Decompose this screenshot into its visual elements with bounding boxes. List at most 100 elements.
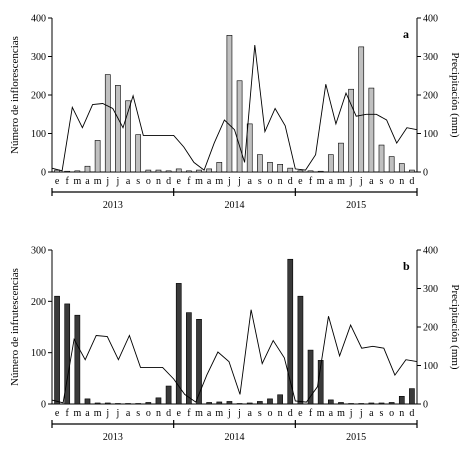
bar: [317, 170, 324, 173]
bar: [74, 314, 81, 405]
bar: [358, 403, 365, 405]
y-right-tick-label: 100: [423, 361, 438, 372]
month-tick-label: d: [288, 176, 293, 187]
y-tick-label: 300: [31, 52, 46, 63]
bar: [358, 46, 365, 173]
month-tick-label: a: [85, 176, 90, 187]
month-tick-label: a: [207, 176, 212, 187]
bar: [104, 402, 111, 405]
bar: [267, 162, 273, 173]
y-tick-label: 100: [31, 129, 46, 140]
precipitation-line: [51, 309, 418, 404]
month-tick-label: j: [116, 176, 120, 187]
month-tick-label: j: [227, 408, 231, 419]
y-right-tick-label: 200: [423, 91, 438, 102]
bar: [307, 170, 314, 173]
bar: [236, 80, 243, 173]
bar: [409, 169, 415, 173]
bar: [388, 402, 395, 405]
month-tick-label: f: [309, 176, 313, 187]
month-tick-label: f: [187, 408, 191, 419]
panel-letter: a: [403, 27, 409, 41]
bar: [94, 140, 101, 173]
month-tick-label: m: [94, 176, 102, 187]
month-tick-label: s: [380, 408, 384, 419]
bar: [398, 395, 405, 405]
bar: [186, 170, 192, 173]
bar: [175, 168, 182, 173]
bar: [115, 85, 121, 173]
month-tick-label: a: [247, 408, 252, 419]
month-tick-label: n: [399, 176, 404, 187]
month-tick-label: n: [278, 176, 283, 187]
bar: [398, 163, 405, 173]
y-right-tick-label: 100: [423, 129, 438, 140]
bar: [287, 258, 294, 405]
month-tick-label: m: [215, 176, 223, 187]
month-tick-label: m: [195, 408, 203, 419]
year-label: 2014: [225, 432, 245, 443]
month-tick-label: m: [337, 408, 345, 419]
bar: [196, 318, 202, 405]
year-label: 2013: [103, 432, 123, 443]
y-tick-label: 400: [31, 14, 46, 25]
month-tick-label: d: [409, 176, 414, 187]
month-tick-label: j: [105, 408, 109, 419]
bar: [94, 402, 101, 405]
month-tick-label: a: [207, 408, 212, 419]
year-label: 2013: [103, 200, 123, 211]
month-tick-label: j: [349, 176, 353, 187]
bar: [226, 35, 233, 173]
bar: [115, 403, 121, 405]
bar: [267, 398, 273, 405]
bar: [246, 402, 253, 405]
y-right-tick-label: 0: [423, 400, 428, 411]
month-tick-label: m: [195, 176, 203, 187]
month-tick-label: f: [187, 176, 191, 187]
bar: [135, 403, 142, 405]
y-tick-label: 0: [41, 168, 46, 179]
month-tick-label: m: [317, 408, 325, 419]
bar: [378, 144, 385, 173]
month-tick-label: s: [136, 176, 140, 187]
year-label: 2015: [346, 200, 366, 211]
month-tick-label: e: [177, 408, 182, 419]
bar: [54, 169, 60, 173]
y-right-axis-title: Precipitación (mm): [449, 284, 461, 370]
y-right-tick-label: 0: [423, 168, 428, 179]
month-tick-label: s: [258, 408, 262, 419]
bar: [216, 401, 223, 405]
month-tick-label: j: [359, 408, 363, 419]
month-tick-label: a: [247, 176, 252, 187]
month-tick-label: a: [85, 408, 90, 419]
bar: [216, 162, 223, 173]
bar: [277, 164, 283, 173]
bar: [104, 74, 111, 173]
y-right-tick-label: 300: [423, 284, 438, 295]
bar: [287, 167, 294, 173]
bar: [327, 399, 334, 405]
month-tick-label: j: [237, 176, 241, 187]
month-tick-label: e: [298, 176, 303, 187]
bar: [257, 154, 263, 173]
y-right-tick-label: 400: [423, 246, 438, 257]
bar: [64, 303, 71, 405]
bar: [145, 169, 152, 173]
y-tick-label: 200: [31, 297, 46, 308]
y-tick-label: 100: [31, 348, 46, 359]
month-tick-label: j: [227, 176, 231, 187]
bar: [257, 401, 263, 405]
month-tick-label: a: [369, 408, 374, 419]
month-tick-label: o: [146, 408, 151, 419]
panel-letter: b: [403, 259, 410, 273]
bar: [348, 88, 354, 173]
year-label: 2014: [225, 200, 245, 211]
y-right-tick-label: 200: [423, 323, 438, 334]
month-tick-label: s: [380, 176, 384, 187]
bar: [297, 170, 304, 173]
bar: [338, 142, 344, 173]
bar: [125, 403, 131, 405]
month-tick-label: o: [267, 408, 272, 419]
month-tick-label: o: [146, 176, 151, 187]
